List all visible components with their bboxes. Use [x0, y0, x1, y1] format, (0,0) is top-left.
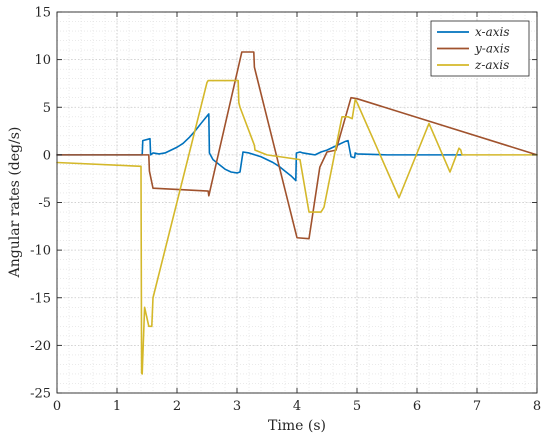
y-tick-label: -25	[30, 387, 51, 402]
y-tick-label: 5	[43, 101, 51, 116]
y-tick-label: -15	[30, 291, 51, 306]
x-tick-label: 2	[173, 399, 181, 414]
legend-entry-label: z-axis	[474, 58, 509, 72]
legend-entry-label: y-axis	[474, 42, 510, 56]
series-line-y-axis	[56, 51, 538, 240]
y-tick-label: 10	[34, 53, 51, 68]
legend: x-axis y-axis z-axis	[430, 20, 530, 77]
legend-entry-label: x-axis	[475, 25, 510, 39]
x-tick-label: 3	[233, 399, 241, 414]
x-tick-label: 6	[413, 399, 421, 414]
x-tick-label: 0	[53, 399, 61, 414]
x-tick-label: 8	[533, 399, 541, 414]
y-tick-label: 0	[43, 148, 51, 163]
series-lines	[56, 51, 538, 375]
y-tick-label: -20	[30, 339, 51, 354]
y-tick-label: -10	[30, 244, 51, 259]
x-tick-label: 4	[293, 399, 301, 414]
series-line-x-axis	[56, 113, 463, 182]
x-tick-label: 5	[353, 399, 361, 414]
y-tick-label: 15	[34, 6, 51, 21]
x-axis-label: Time (s)	[268, 418, 326, 434]
axes-frame	[56, 11, 538, 394]
y-tick-label: -5	[38, 196, 51, 211]
tick-labels: 0 1 2 3 4 5 6 7 8 -25 -20 -15 -10 -5 0 5 10 15	[30, 6, 541, 415]
x-tick-label: 7	[473, 399, 481, 414]
y-axis-label: Angular rates (deg/s)	[7, 127, 23, 279]
series-line-z-axis	[56, 79, 538, 375]
x-tick-label: 1	[113, 399, 121, 414]
